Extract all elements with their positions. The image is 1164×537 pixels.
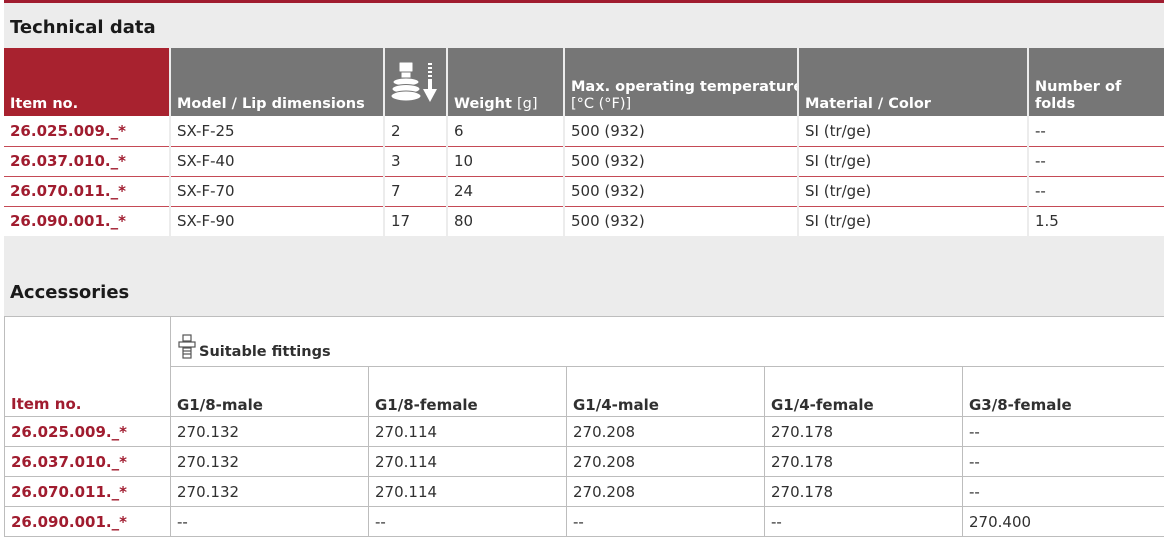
col-header-fitting: G1/4-male	[566, 366, 765, 417]
table-row: 26.070.011._* 270.132 270.114 270.208 27…	[4, 476, 1164, 507]
col-header-fitting: G3/8-female	[961, 366, 1164, 417]
suction-cup-stroke-icon	[387, 61, 439, 112]
fitting-cell: --	[764, 506, 963, 537]
accessories-table: Item no. Suitable fittings G1/8-male G1/…	[4, 316, 1164, 537]
folds-label: Number of folds	[1035, 79, 1122, 112]
fitting-cell: 270.132	[170, 476, 369, 507]
fitting-cell: 270.114	[368, 416, 567, 447]
fitting-cell: 270.208	[566, 446, 765, 477]
fitting-cell: --	[170, 506, 369, 537]
col-header-fitting: G1/4-female	[764, 366, 963, 417]
weight-cell: 24	[446, 176, 564, 207]
technical-data-title: Technical data	[4, 3, 1164, 48]
weight-cell: 80	[446, 206, 564, 236]
material-cell: SI (tr/ge)	[797, 206, 1028, 236]
folds-cell: --	[1027, 146, 1164, 177]
col-header-fitting: G1/8-female	[368, 366, 567, 417]
fitting-cell: --	[961, 446, 1164, 477]
weight-label: Weight	[454, 96, 512, 112]
model-cell: SX-F-40	[169, 146, 384, 177]
temperature-unit: [°C (°F)]	[571, 96, 632, 112]
table-row: 26.025.009._* SX-F-25 2 6 500 (932) SI (…	[4, 116, 1164, 147]
temperature-cell: 500 (932)	[563, 116, 798, 147]
accessories-title: Accessories	[4, 269, 1164, 316]
model-cell: SX-F-70	[169, 176, 384, 207]
table-row: 26.037.010._* 270.132 270.114 270.208 27…	[4, 446, 1164, 477]
fitting-cell: 270.114	[368, 446, 567, 477]
fitting-cell: --	[961, 476, 1164, 507]
item-number: 26.037.010._*	[4, 146, 170, 177]
fitting-cell: 270.178	[764, 416, 963, 447]
fitting-cell: 270.208	[566, 476, 765, 507]
table-row: 26.090.001._* SX-F-90 17 80 500 (932) SI…	[4, 206, 1164, 236]
col-header-material: Material / Color	[797, 48, 1028, 116]
stroke-cell: 2	[383, 116, 447, 147]
stroke-cell: 17	[383, 206, 447, 236]
item-number: 26.070.011._*	[4, 476, 171, 507]
item-number: 26.090.001._*	[4, 206, 170, 236]
fitting-cell: 270.132	[170, 416, 369, 447]
fitting-cell: 270.208	[566, 416, 765, 447]
fitting-cell: 270.114	[368, 476, 567, 507]
top-accent-line	[4, 0, 1164, 3]
col-header-fitting: G1/8-male	[170, 366, 369, 417]
table-row: 26.090.001._* -- -- -- -- 270.400	[4, 506, 1164, 537]
suitable-fittings-label: Suitable fittings	[199, 344, 331, 360]
col-header-item: Item no.	[4, 48, 170, 116]
accessories-header-row-2: G1/8-male G1/8-female G1/4-male G1/4-fem…	[5, 366, 1164, 417]
col-header-suction-icon	[383, 48, 447, 116]
folds-cell: --	[1027, 116, 1164, 147]
item-number: 26.070.011._*	[4, 176, 170, 207]
col-header-weight: Weight [g]	[446, 48, 564, 116]
suitable-fittings-header: Suitable fittings	[169, 316, 1164, 367]
technical-header-row: Item no. Model / Lip dimensions	[4, 48, 1164, 116]
stroke-cell: 7	[383, 176, 447, 207]
fitting-cell: 270.178	[764, 446, 963, 477]
accessories-header-row-1: Item no. Suitable fittings	[4, 316, 1164, 417]
weight-unit: [g]	[516, 96, 538, 112]
item-number: 26.037.010._*	[4, 446, 171, 477]
fitting-cell: 270.400	[961, 506, 1164, 537]
weight-cell: 10	[446, 146, 564, 177]
fitting-cell: --	[566, 506, 765, 537]
temperature-label: Max. operating temperature	[571, 79, 798, 95]
table-row: 26.070.011._* SX-F-70 7 24 500 (932) SI …	[4, 176, 1164, 207]
stroke-cell: 3	[383, 146, 447, 177]
item-number: 26.025.009._*	[4, 116, 170, 147]
weight-cell: 6	[446, 116, 564, 147]
item-number: 26.025.009._*	[4, 416, 171, 447]
item-number: 26.090.001._*	[4, 506, 171, 537]
material-cell: SI (tr/ge)	[797, 176, 1028, 207]
fitting-cell: --	[961, 416, 1164, 447]
col-header-temperature: Max. operating temperature [°C (°F)]	[563, 48, 798, 116]
model-cell: SX-F-25	[169, 116, 384, 147]
temperature-cell: 500 (932)	[563, 146, 798, 177]
table-row: 26.037.010._* SX-F-40 3 10 500 (932) SI …	[4, 146, 1164, 177]
material-cell: SI (tr/ge)	[797, 116, 1028, 147]
fitting-cell: 270.178	[764, 476, 963, 507]
material-cell: SI (tr/ge)	[797, 146, 1028, 177]
table-row: 26.025.009._* 270.132 270.114 270.208 27…	[4, 416, 1164, 447]
temperature-cell: 500 (932)	[563, 176, 798, 207]
folds-cell: 1.5	[1027, 206, 1164, 236]
model-cell: SX-F-90	[169, 206, 384, 236]
col-header-model: Model / Lip dimensions	[169, 48, 384, 116]
col-header-folds: Number of folds	[1027, 48, 1164, 116]
section-spacer	[4, 236, 1164, 269]
fitting-cell: 270.132	[170, 446, 369, 477]
temperature-cell: 500 (932)	[563, 206, 798, 236]
folds-cell: --	[1027, 176, 1164, 207]
fitting-icon	[177, 334, 197, 364]
fitting-cell: --	[368, 506, 567, 537]
technical-data-table: Item no. Model / Lip dimensions	[4, 48, 1164, 236]
col-header-item: Item no.	[4, 316, 171, 417]
